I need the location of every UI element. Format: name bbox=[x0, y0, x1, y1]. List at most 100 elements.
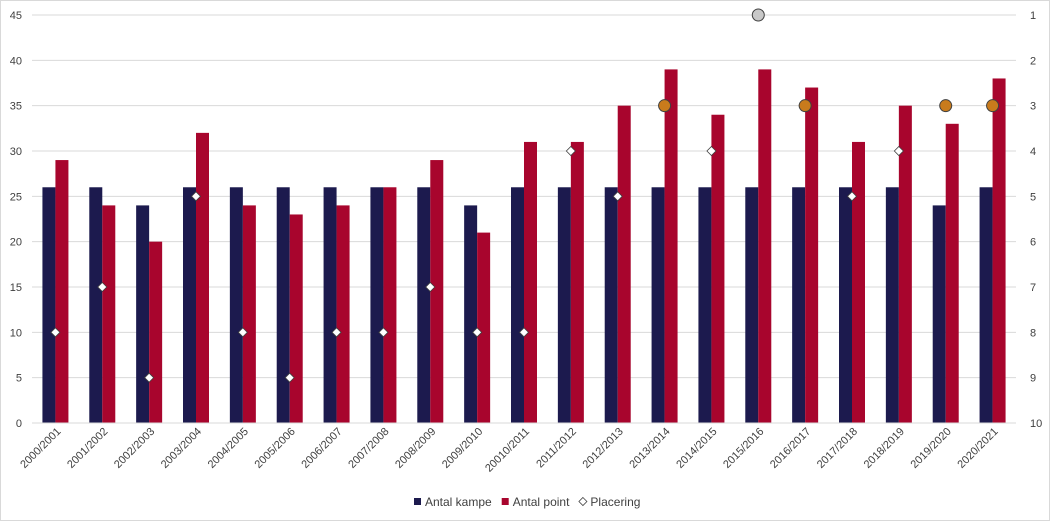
bar-antal-kampe bbox=[839, 187, 852, 423]
x-tick-label: 2019/2020 bbox=[909, 426, 954, 471]
bar-antal-point bbox=[102, 205, 116, 423]
x-tick-label: 2016/2017 bbox=[768, 426, 813, 471]
placement-marker bbox=[612, 191, 623, 202]
y-right-tick-label: 5 bbox=[1030, 191, 1036, 203]
x-axis-labels: 2000/2001 2001/2002 2002/2003 2003/2004 2004… bbox=[18, 426, 1000, 475]
bar-antal-point bbox=[852, 141, 865, 423]
x-tick-label: 2011/2012 bbox=[534, 426, 579, 471]
y-left-tick-label: 30 bbox=[10, 146, 22, 158]
bar-antal-point bbox=[570, 141, 584, 423]
bar-antal-kampe bbox=[229, 187, 243, 423]
bar-antal-point bbox=[430, 160, 444, 424]
bar-antal-point bbox=[289, 214, 303, 423]
y-left-tick-label: 10 bbox=[10, 327, 22, 339]
x-tick-label: 2007/2008 bbox=[346, 426, 391, 471]
bar-antal-kampe bbox=[979, 187, 993, 423]
bar-antal-point bbox=[55, 160, 69, 424]
placement-marker-medal bbox=[798, 99, 812, 113]
bar-antal-point bbox=[711, 114, 725, 423]
legend-swatch bbox=[414, 498, 421, 505]
x-tick-label: 2005/2006 bbox=[253, 426, 298, 471]
bar-antal-point bbox=[477, 232, 491, 423]
bar-antal-point bbox=[149, 241, 163, 423]
bar-antal-kampe bbox=[276, 187, 290, 423]
bars bbox=[42, 69, 1006, 424]
placement-marker bbox=[144, 372, 155, 383]
bar-antal-point bbox=[524, 141, 537, 423]
y-right-tick-label: 4 bbox=[1030, 146, 1036, 158]
x-tick-label: 2013/2014 bbox=[627, 426, 672, 471]
bar-antal-point bbox=[664, 69, 678, 424]
placement-marker-medal bbox=[939, 99, 953, 113]
y-right-tick-label: 7 bbox=[1030, 282, 1036, 294]
bar-antal-point bbox=[383, 187, 397, 423]
bar-antal-kampe bbox=[136, 205, 150, 423]
x-tick-label: 2017/2018 bbox=[815, 426, 860, 471]
legend: Antal kampe Antal point Placering bbox=[414, 495, 640, 509]
bar-antal-kampe bbox=[89, 187, 103, 423]
y-left-tick-label: 40 bbox=[10, 55, 22, 67]
bar-antal-kampe bbox=[42, 187, 56, 423]
bar-antal-kampe bbox=[885, 187, 899, 423]
placement-marker bbox=[893, 145, 904, 157]
y-left-tick-label: 25 bbox=[10, 191, 22, 203]
x-tick-label: 2000/2001 bbox=[18, 426, 63, 471]
x-tick-label: 2018/2019 bbox=[862, 426, 907, 471]
bar-antal-point bbox=[992, 78, 1006, 423]
placement-marker bbox=[237, 327, 248, 338]
placement-marker bbox=[472, 327, 483, 338]
legend-swatch bbox=[501, 498, 509, 505]
bar-antal-kampe bbox=[183, 187, 196, 423]
x-tick-label: 2001/2002 bbox=[65, 426, 110, 471]
x-tick-label: 2008/2009 bbox=[393, 426, 438, 471]
bar-antal-kampe bbox=[745, 187, 759, 423]
placement-marker bbox=[706, 145, 717, 157]
y-left-tick-label: 35 bbox=[10, 101, 22, 113]
placement-marker-medal bbox=[986, 99, 1000, 113]
y-right-tick-label: 1 bbox=[1030, 10, 1036, 22]
right-axis-ticks: 1 2 3 4 5 6 7 8 9 10 bbox=[1030, 10, 1042, 430]
bar-antal-kampe bbox=[511, 187, 524, 423]
bar-antal-point bbox=[758, 69, 772, 424]
bar-antal-point bbox=[336, 205, 350, 423]
placement-marker bbox=[846, 191, 858, 202]
legend-swatch bbox=[578, 496, 588, 507]
x-tick-label: 2003/2004 bbox=[159, 426, 204, 471]
y-left-tick-label: 15 bbox=[10, 282, 22, 294]
placement-marker-medal bbox=[658, 99, 672, 113]
y-right-tick-label: 8 bbox=[1030, 327, 1036, 339]
y-left-tick-label: 5 bbox=[16, 373, 22, 385]
bar-antal-kampe bbox=[698, 187, 712, 423]
y-left-tick-label: 45 bbox=[10, 10, 22, 22]
placement-markers bbox=[50, 8, 1000, 383]
y-right-tick-label: 3 bbox=[1030, 101, 1036, 113]
bar-antal-kampe bbox=[557, 187, 571, 423]
bar-antal-kampe bbox=[417, 187, 431, 423]
x-tick-label: 2014/2015 bbox=[674, 426, 719, 471]
placement-marker bbox=[378, 327, 389, 338]
legend-label: Placering bbox=[590, 495, 640, 509]
y-left-tick-label: 0 bbox=[16, 418, 22, 430]
bar-antal-point bbox=[617, 105, 631, 424]
x-tick-label: 20010/2011 bbox=[483, 426, 532, 475]
placement-marker bbox=[50, 327, 61, 338]
y-right-tick-label: 9 bbox=[1030, 373, 1036, 385]
bar-antal-kampe bbox=[464, 205, 478, 423]
x-tick-label: 2006/2007 bbox=[299, 426, 344, 471]
bar-antal-point bbox=[805, 87, 819, 424]
placement-marker bbox=[331, 327, 342, 338]
placement-marker bbox=[284, 372, 295, 383]
placement-marker bbox=[565, 145, 576, 157]
bar-antal-point bbox=[945, 123, 959, 424]
bar-antal-kampe bbox=[604, 187, 618, 423]
x-tick-label: 2015/2016 bbox=[721, 426, 766, 471]
x-tick-label: 2020/2021 bbox=[955, 426, 1000, 471]
y-left-tick-label: 20 bbox=[10, 237, 22, 249]
placement-marker bbox=[190, 191, 202, 202]
left-axis-ticks: 0 5 10 15 20 25 30 35 40 45 bbox=[10, 10, 22, 430]
bar-antal-kampe bbox=[792, 187, 806, 423]
bar-antal-point bbox=[196, 132, 209, 423]
placement-marker bbox=[97, 281, 108, 293]
